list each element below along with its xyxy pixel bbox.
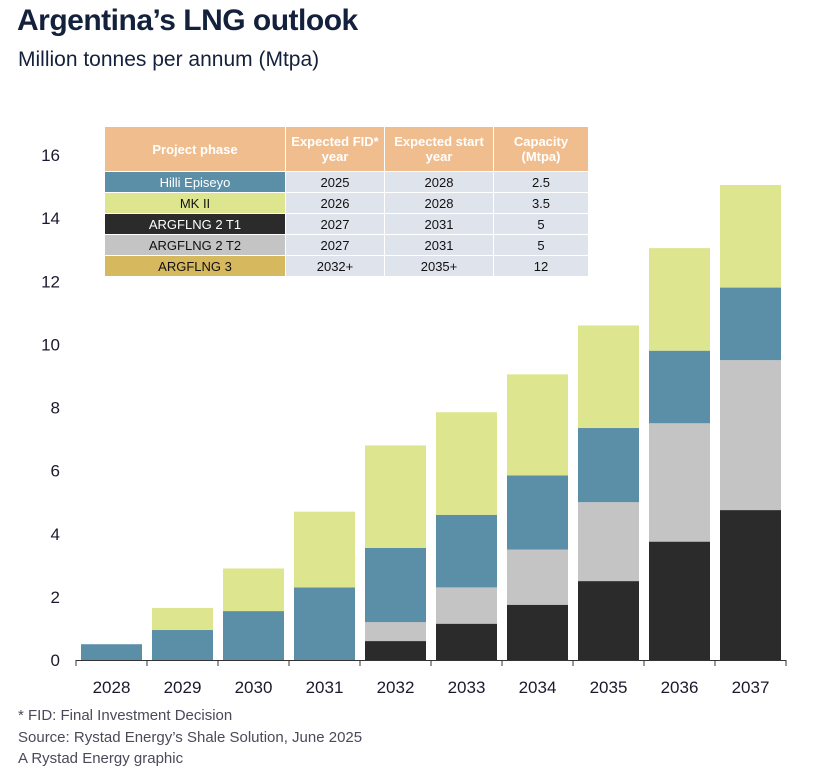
bar-segment <box>649 423 710 542</box>
x-tick-label: 2035 <box>590 678 628 697</box>
bar-segment <box>436 623 497 660</box>
bar-segment <box>649 541 710 660</box>
x-tick-label: 2034 <box>519 678 557 697</box>
bar-segment <box>365 547 426 623</box>
table-row: ARGFLNG 2 T2 2027 2031 5 <box>104 234 589 256</box>
x-tick-label: 2030 <box>235 678 273 697</box>
table-cell-capacity: 2.5 <box>493 171 589 193</box>
bar-segment <box>223 611 284 660</box>
bar-segment <box>152 630 213 660</box>
y-tick-label: 16 <box>41 146 60 165</box>
x-tick-label: 2028 <box>93 678 131 697</box>
x-tick-label: 2032 <box>377 678 415 697</box>
y-tick-label: 2 <box>51 588 60 607</box>
y-tick-label: 4 <box>51 525 60 544</box>
bar-segment <box>365 445 426 548</box>
table-row: ARGFLNG 3 2032+ 2035+ 12 <box>104 255 589 277</box>
bar-segment <box>294 511 355 588</box>
bar-segment <box>507 475 568 550</box>
table-cell-start: 2028 <box>384 192 494 214</box>
x-tick-label: 2031 <box>306 678 344 697</box>
table-header-capacity: Capacity (Mtpa) <box>493 126 589 172</box>
bar-segment <box>578 428 639 503</box>
y-tick-label: 6 <box>51 462 60 481</box>
footnote-source: Source: Rystad Energy’s Shale Solution, … <box>18 729 363 746</box>
bar-segment <box>507 604 568 660</box>
table-cell-phase: MK II <box>104 192 286 214</box>
table-cell-fid: 2026 <box>285 192 385 214</box>
chart-subtitle: Million tonnes per annum (Mtpa) <box>18 48 320 71</box>
y-tick-label: 10 <box>41 335 60 354</box>
bar-segment <box>720 360 781 511</box>
bar-segment <box>365 622 426 642</box>
bar-segment <box>436 587 497 624</box>
bar-segment <box>152 607 213 631</box>
bar-segment <box>578 325 639 429</box>
table-cell-fid: 2027 <box>285 234 385 256</box>
table-cell-fid: 2027 <box>285 213 385 235</box>
y-tick-label: 8 <box>51 399 60 418</box>
x-tick-label: 2037 <box>732 678 770 697</box>
footnote-fid: * FID: Final Investment Decision <box>18 707 233 724</box>
table-body: Hilli Episeyo 2025 2028 2.5 MK II 2026 2028 3.5… <box>104 171 589 277</box>
bar-segment <box>720 510 781 660</box>
table-cell-fid: 2025 <box>285 171 385 193</box>
table-cell-phase: ARGFLNG 2 T2 <box>104 234 286 256</box>
bar-segment <box>720 184 781 288</box>
bar-segment <box>578 581 639 660</box>
table-cell-fid: 2032+ <box>285 255 385 277</box>
table-header-phase: Project phase <box>104 126 286 172</box>
bar-segment <box>578 502 639 582</box>
bar-segment <box>436 514 497 588</box>
bar-segment <box>507 374 568 476</box>
bar-segment <box>365 641 426 660</box>
table-cell-start: 2035+ <box>384 255 494 277</box>
bar-segment <box>223 568 284 612</box>
table-cell-capacity: 5 <box>493 234 589 256</box>
table-header-fid: Expected FID* year <box>285 126 385 172</box>
x-tick-label: 2033 <box>448 678 486 697</box>
bar-segment <box>649 350 710 424</box>
table-cell-start: 2031 <box>384 213 494 235</box>
table-cell-phase: Hilli Episeyo <box>104 171 286 193</box>
table-row: Hilli Episeyo 2025 2028 2.5 <box>104 171 589 193</box>
table-cell-capacity: 3.5 <box>493 192 589 214</box>
x-tick-label: 2029 <box>164 678 202 697</box>
chart-title: Argentina’s LNG outlook <box>17 4 358 37</box>
table-header-start: Expected start year <box>384 126 494 172</box>
table-cell-start: 2028 <box>384 171 494 193</box>
table-cell-capacity: 5 <box>493 213 589 235</box>
y-tick-label: 12 <box>41 272 60 291</box>
y-tick-label: 14 <box>41 209 60 228</box>
table-cell-start: 2031 <box>384 234 494 256</box>
table-cell-capacity: 12 <box>493 255 589 277</box>
bar-segment <box>294 587 355 660</box>
table-cell-phase: ARGFLNG 2 T1 <box>104 213 286 235</box>
bar-segment <box>436 412 497 515</box>
bar-segment <box>720 287 781 361</box>
footnote-credit: A Rystad Energy graphic <box>18 750 184 767</box>
table-cell-phase: ARGFLNG 3 <box>104 255 286 277</box>
x-tick-label: 2036 <box>661 678 699 697</box>
table-row: MK II 2026 2028 3.5 <box>104 192 589 214</box>
project-phase-table: Project phase Expected FID* year Expecte… <box>104 126 589 277</box>
y-tick-label: 0 <box>51 651 60 670</box>
bar-segment <box>507 549 568 605</box>
table-row: ARGFLNG 2 T1 2027 2031 5 <box>104 213 589 235</box>
bar-segment <box>649 248 710 351</box>
bar-segment <box>81 644 142 660</box>
